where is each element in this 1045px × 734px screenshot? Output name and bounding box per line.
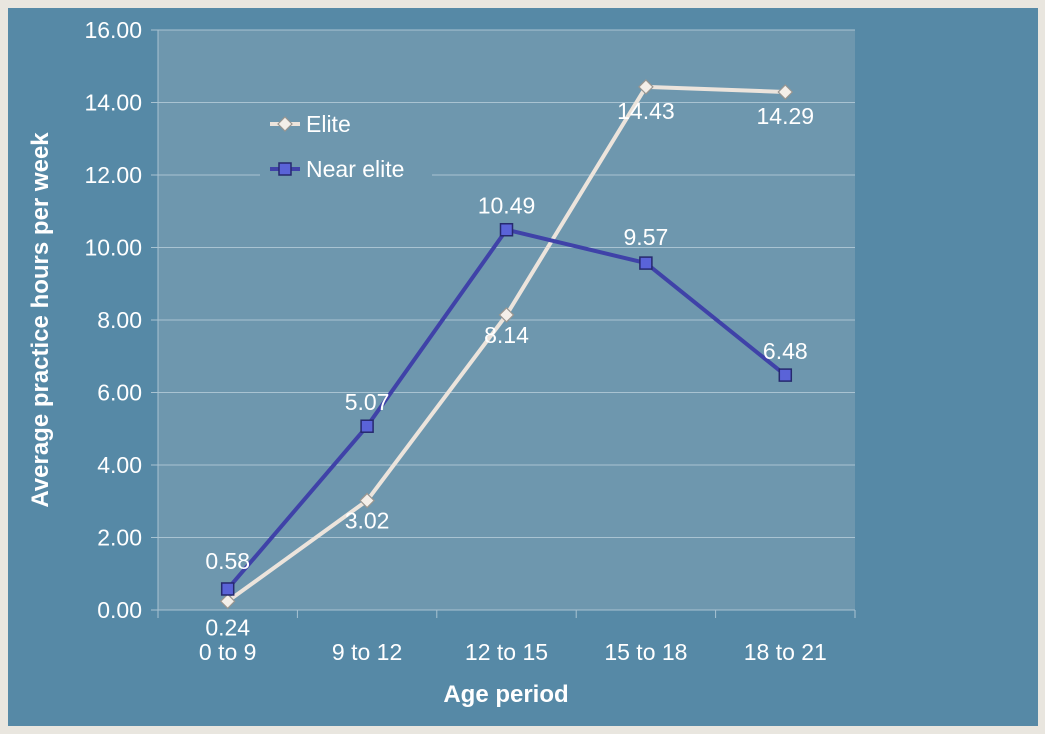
- x-axis-title: Age period: [443, 681, 568, 708]
- y-tick-label: 2.00: [97, 525, 142, 551]
- x-tick-label: 0 to 9: [199, 639, 257, 665]
- y-tick-label: 8.00: [97, 307, 142, 333]
- data-label-elite: 8.14: [484, 322, 529, 348]
- y-tick-label: 12.00: [84, 162, 142, 188]
- legend: Elite Near elite: [260, 106, 432, 190]
- data-label-elite: 3.02: [345, 508, 390, 534]
- marker-near-elite: [220, 582, 235, 596]
- marker-elite: [638, 79, 654, 95]
- y-tick-label: 10.00: [84, 235, 142, 261]
- y-tick-label: 4.00: [97, 452, 142, 478]
- marker-near-elite: [499, 222, 514, 237]
- marker-elite: [359, 492, 375, 509]
- x-tick-labels: 0 to 9 9 to 12 12 to 15 15 to 18 18 to 21: [199, 639, 827, 665]
- marker-near-elite: [778, 368, 793, 382]
- data-label-near-elite: 10.49: [478, 193, 536, 219]
- data-labels: 0.24 3.02 8.14 14.43 14.29 0.58 5.07 10.49 9.57 6…: [205, 98, 814, 640]
- axes: [151, 29, 856, 618]
- y-tick-label: 6.00: [97, 380, 142, 406]
- legend-marker-elite: [277, 116, 293, 132]
- x-tick-label: 12 to 15: [465, 639, 548, 665]
- marker-elite: [219, 593, 236, 610]
- y-tick-label: 14.00: [84, 90, 142, 116]
- y-tick-labels: 0.00 2.00 4.00 6.00 8.00 10.00 12.00 14.00 16.00: [84, 17, 142, 623]
- data-label-near-elite: 9.57: [624, 224, 669, 250]
- marker-elite: [777, 84, 794, 100]
- data-label-near-elite: 6.48: [763, 338, 808, 364]
- slide-background: 0.00 2.00 4.00 6.00 8.00 10.00 12.00 14.00 16.00…: [8, 8, 1038, 726]
- data-label-elite: 14.43: [617, 98, 675, 124]
- marker-near-elite: [360, 419, 374, 433]
- series-markers: [219, 79, 794, 610]
- data-label-elite: 14.29: [757, 103, 815, 129]
- x-tick-label: 18 to 21: [744, 639, 827, 665]
- data-label-near-elite: 5.07: [345, 389, 390, 415]
- legend-marker-near-elite: [278, 162, 292, 176]
- legend-label-elite: Elite: [306, 111, 351, 137]
- marker-elite: [498, 307, 515, 323]
- y-tick-label: 16.00: [84, 17, 142, 43]
- data-label-elite: 0.24: [205, 614, 250, 640]
- x-tick-label: 15 to 18: [604, 639, 687, 665]
- data-label-near-elite: 0.58: [205, 548, 250, 574]
- x-tick-label: 9 to 12: [332, 639, 402, 665]
- y-axis-title: Average practice hours per week: [27, 132, 54, 508]
- y-tick-label: 0.00: [97, 597, 142, 623]
- marker-near-elite: [639, 256, 653, 270]
- line-chart: 0.00 2.00 4.00 6.00 8.00 10.00 12.00 14.00 16.00…: [27, 17, 856, 708]
- legend-label-near-elite: Near elite: [306, 156, 404, 182]
